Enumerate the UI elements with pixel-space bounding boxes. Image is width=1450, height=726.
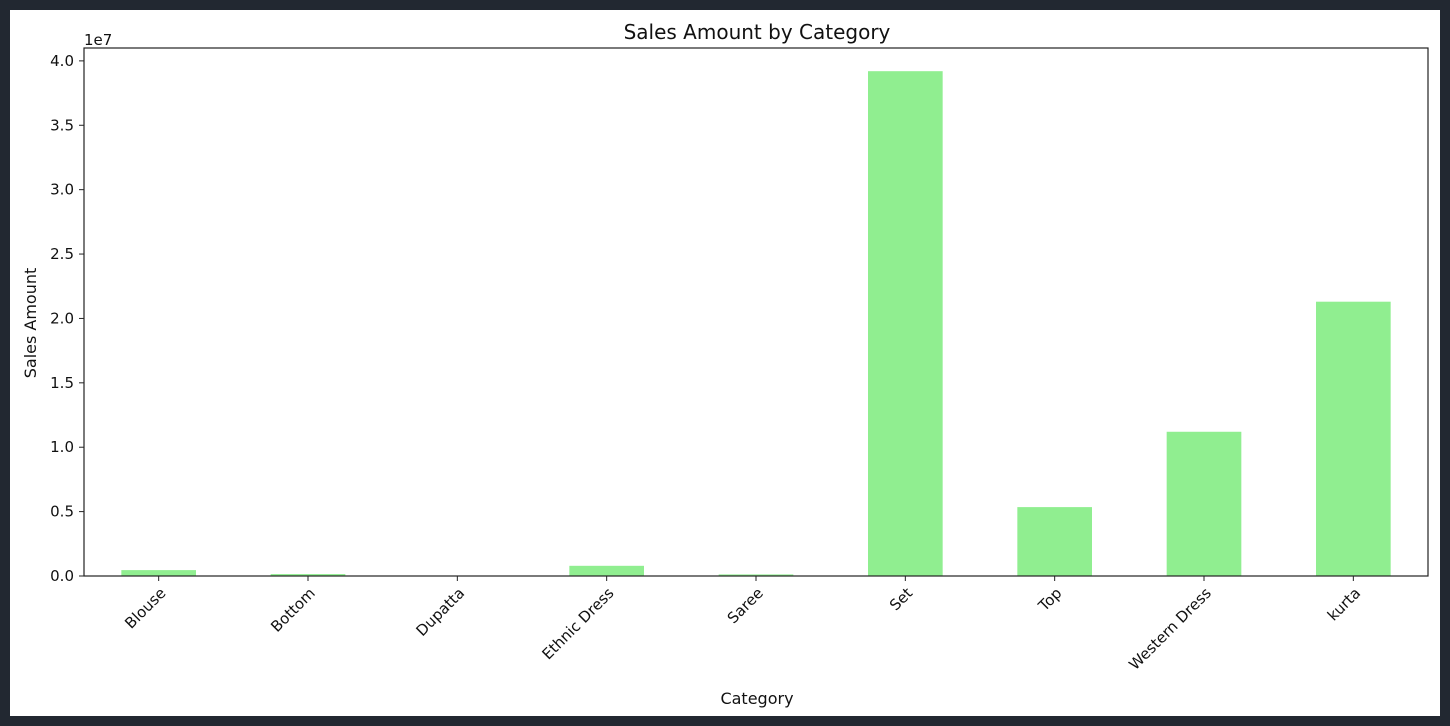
y-tick-label: 3.0 — [50, 181, 74, 199]
y-tick-label: 1.0 — [50, 438, 74, 456]
y-tick-label: 1.5 — [50, 374, 74, 392]
bar-set — [868, 71, 943, 577]
y-tick-label: 2.0 — [50, 309, 74, 327]
x-axis-label: Category — [720, 689, 793, 708]
x-tick-label: Bottom — [267, 584, 319, 636]
bar-chart: Sales Amount by Category 1e7 Sales Amoun… — [21, 20, 1429, 708]
bar-saree — [718, 574, 794, 576]
chart-title: Sales Amount by Category — [624, 20, 891, 44]
y-tick-label: 0.0 — [50, 567, 74, 585]
x-tick-label: Ethnic Dress — [538, 584, 617, 663]
x-tick-label: kurta — [1324, 584, 1364, 624]
bar-blouse — [121, 570, 196, 576]
y-tick-label: 2.5 — [50, 245, 74, 263]
x-tick-label: Dupatta — [412, 584, 468, 640]
plot-area-border — [83, 47, 1429, 577]
x-tick-label: Set — [886, 584, 916, 614]
x-tick-label: Blouse — [121, 584, 169, 632]
bar-top — [1017, 507, 1092, 576]
chart-frame: Sales Amount by Category 1e7 Sales Amoun… — [10, 10, 1440, 716]
bar-ethnic-dress — [569, 565, 644, 576]
bar-group — [121, 71, 1391, 577]
y-tick-label: 3.5 — [50, 116, 74, 134]
x-tick-label: Western Dress — [1125, 584, 1215, 674]
y-axis-label: Sales Amount — [21, 268, 40, 379]
y-tick-group: 0.0 0.5 1.0 1.5 2.0 2.5 3.0 3.5 4.0 — [50, 52, 84, 585]
y-offset-text: 1e7 — [84, 31, 112, 49]
x-tick-label: Top — [1034, 584, 1065, 615]
y-tick-label: 0.5 — [50, 503, 74, 521]
x-tick-label: Saree — [724, 584, 767, 627]
bar-western-dress — [1166, 431, 1242, 576]
bar-bottom — [270, 574, 346, 576]
y-tick-label: 4.0 — [50, 52, 74, 70]
bar-kurta — [1316, 301, 1391, 576]
x-tick-group: Blouse Bottom Dupatta Ethnic Dress Saree Set T… — [121, 576, 1364, 674]
